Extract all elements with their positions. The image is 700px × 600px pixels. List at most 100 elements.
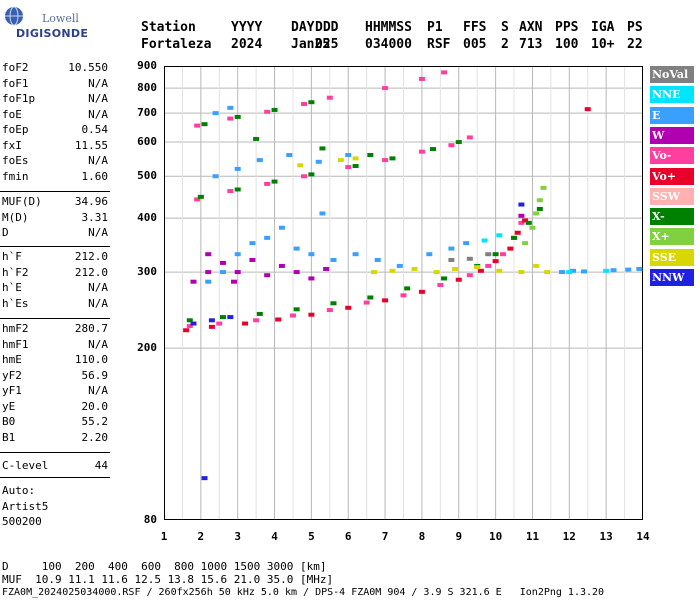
- param-a-1: foF1 N/A: [2, 77, 108, 92]
- legend-item-e: E: [650, 106, 694, 124]
- echo-point-e: [212, 111, 219, 116]
- echo-point-nne: [566, 270, 573, 275]
- echo-point-e: [264, 235, 271, 240]
- param-value: N/A: [88, 384, 108, 397]
- echo-point-e: [610, 268, 617, 273]
- x-tick-label: 2: [197, 530, 205, 543]
- param-key: fmin: [2, 169, 29, 183]
- digisonde-logo: Lowell DIGISONDE: [4, 6, 88, 46]
- param-value: 44: [94, 459, 108, 472]
- echo-point-e: [256, 158, 263, 163]
- param-key: foF1: [2, 76, 29, 90]
- echo-point-e: [205, 279, 212, 284]
- echo-point-x-: [525, 220, 532, 225]
- echo-point-x-: [197, 194, 204, 199]
- echo-point-w: [518, 213, 525, 218]
- param-key: h`F2: [2, 265, 29, 279]
- echo-point-sse: [411, 266, 418, 271]
- echo-point-e: [286, 152, 293, 157]
- logo-line2: DIGISONDE: [16, 27, 89, 40]
- echo-point-w: [234, 270, 241, 275]
- param-e-0: C-level 44: [2, 459, 108, 474]
- param-value: 2.20: [81, 430, 109, 444]
- echo-point-vo-: [418, 76, 425, 81]
- echo-point-vo-: [485, 263, 492, 268]
- echo-point-vo-: [227, 116, 234, 121]
- header-cell-row2-9: 100: [555, 37, 579, 52]
- echo-point-x-: [441, 276, 448, 281]
- echo-point-x-: [389, 156, 396, 161]
- echo-point-e: [330, 257, 337, 262]
- echo-point-vo+: [208, 324, 215, 329]
- echo-point-e: [352, 252, 359, 257]
- echo-point-nne: [481, 238, 488, 243]
- echo-point-sse: [544, 270, 551, 275]
- param-b-2: D N/A: [2, 226, 108, 241]
- echo-point-x-: [492, 252, 499, 257]
- echo-point-noval: [448, 257, 455, 262]
- param-b-1: M(D) 3.31: [2, 211, 108, 226]
- echo-point-noval: [485, 252, 492, 257]
- echo-point-vo-: [301, 174, 308, 179]
- echo-point-e: [319, 211, 326, 216]
- legend-item-vo+: Vo+: [650, 167, 694, 185]
- param-value: N/A: [88, 76, 108, 90]
- x-tick-label: 4: [271, 530, 278, 543]
- echo-point-vo+: [477, 268, 484, 273]
- echo-point-sse: [474, 265, 481, 270]
- param-value: N/A: [88, 107, 108, 121]
- echo-point-e: [374, 257, 381, 262]
- echo-point-vo-: [216, 321, 223, 326]
- echo-point-e: [426, 252, 433, 257]
- echo-point-sse: [496, 268, 503, 273]
- echo-point-x-: [367, 152, 374, 157]
- param-key: h`E: [2, 281, 22, 294]
- echo-point-x+: [533, 211, 540, 216]
- echo-point-vo+: [345, 305, 352, 310]
- param-a-7: fmin 1.60: [2, 170, 108, 185]
- param-key: h`F: [2, 250, 22, 263]
- param-key: foF1p: [2, 92, 36, 105]
- echo-point-sse: [297, 163, 304, 168]
- x-tick-label: 9: [455, 530, 463, 543]
- param-a-0: foF2 10.550: [2, 61, 108, 76]
- echo-point-e: [315, 159, 322, 164]
- legend-item-noval: NoVal: [650, 66, 694, 83]
- echo-point-e: [463, 241, 470, 246]
- y-tick-label: 80: [143, 513, 157, 526]
- header-cell-row2-6: 005: [463, 37, 487, 52]
- x-tick-label: 1: [160, 530, 168, 543]
- x-tick-label: 3: [234, 530, 241, 543]
- echo-point-nnw: [190, 321, 197, 326]
- footer-file-info: FZA0M_2024025034000.RSF / 260fx256h 50 k…: [2, 587, 605, 598]
- ionogram-plot: [164, 66, 643, 520]
- y-tick-label: 700: [137, 106, 157, 120]
- echo-point-vo+: [308, 312, 315, 317]
- echo-point-nne: [603, 268, 610, 273]
- param-key: yF2: [2, 368, 22, 382]
- param-c-3: h`Es N/A: [2, 297, 108, 312]
- y-tick-label: 800: [137, 81, 157, 95]
- param-value: N/A: [88, 154, 108, 167]
- echo-point-x-: [271, 107, 278, 112]
- x-tick-label: 7: [381, 530, 389, 543]
- echo-point-vo-: [194, 123, 201, 128]
- echo-point-sse: [533, 263, 540, 268]
- echo-point-vo-: [264, 109, 271, 114]
- param-key: foEs: [2, 154, 29, 167]
- echo-point-vo-: [186, 324, 193, 329]
- echo-point-e: [636, 266, 643, 271]
- header-cell-row2-1: 2024: [231, 37, 263, 52]
- echo-point-e: [581, 269, 588, 274]
- legend-item-nnw: NNW: [650, 269, 694, 286]
- param-value: N/A: [88, 92, 108, 105]
- param-value: 56.9: [81, 368, 109, 382]
- echo-point-w: [278, 263, 285, 268]
- echo-point-x-: [234, 114, 241, 119]
- echo-point-x-: [293, 307, 300, 312]
- echo-point-e: [448, 246, 455, 251]
- echo-point-vo+: [418, 289, 425, 294]
- echo-point-vo-: [326, 308, 333, 313]
- legend-item-x-: X-: [650, 208, 694, 226]
- echo-point-sse: [352, 156, 359, 161]
